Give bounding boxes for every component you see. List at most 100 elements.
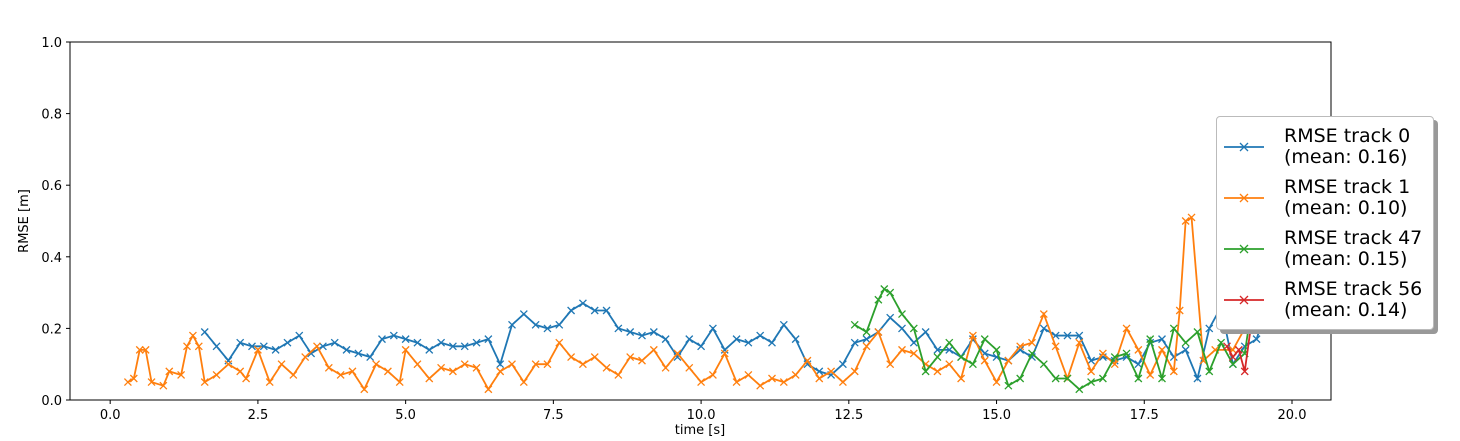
marker (850, 367, 859, 376)
marker (1223, 342, 1231, 351)
marker (1181, 345, 1190, 354)
marker (1122, 349, 1131, 358)
series (1223, 324, 1255, 376)
marker (1087, 367, 1096, 376)
marker (1087, 378, 1096, 387)
marker (348, 367, 357, 376)
marker (372, 360, 381, 369)
marker (921, 367, 930, 376)
marker (395, 378, 404, 387)
marker (1228, 353, 1237, 361)
marker (886, 288, 895, 297)
marker (1181, 338, 1190, 347)
marker (1063, 374, 1072, 383)
marker (224, 360, 233, 369)
legend-label: RMSE track 56 (mean: 0.14) (1284, 277, 1423, 321)
x-tick-label: 0.0 (100, 408, 121, 423)
marker (1051, 374, 1060, 383)
legend-entry: RMSE track 1 (mean: 0.10) (1217, 172, 1433, 223)
marker (638, 356, 646, 365)
marker (1039, 360, 1048, 369)
marker (649, 328, 658, 336)
marker (413, 338, 422, 347)
marker (874, 328, 883, 336)
marker (838, 378, 847, 387)
marker (1239, 193, 1249, 202)
legend-swatch (1224, 142, 1264, 151)
y-axis-label: RMSE [m] (17, 189, 32, 253)
marker (437, 363, 446, 372)
marker (933, 353, 942, 361)
marker (768, 374, 776, 383)
marker (236, 338, 245, 347)
marker (1240, 367, 1249, 376)
marker (508, 360, 516, 369)
marker (862, 335, 871, 344)
marker (1087, 356, 1096, 365)
marker (1187, 213, 1196, 222)
marker (313, 342, 321, 351)
x-tick-label: 10.0 (687, 408, 716, 423)
marker (673, 353, 682, 361)
marker (673, 349, 682, 358)
marker (1004, 356, 1013, 365)
marker (265, 378, 274, 387)
marker (555, 338, 564, 347)
legend-label: RMSE track 0 (mean: 0.16) (1284, 124, 1411, 168)
marker (484, 385, 493, 394)
marker (945, 338, 954, 347)
marker (1217, 338, 1226, 347)
marker (945, 360, 954, 369)
marker (242, 374, 251, 383)
marker (194, 342, 203, 351)
marker (779, 378, 788, 387)
marker (626, 353, 635, 361)
marker (336, 370, 345, 379)
marker (1134, 360, 1143, 369)
y-tick-label: 0.4 (41, 251, 62, 266)
marker (1252, 335, 1261, 344)
marker (1239, 244, 1249, 253)
marker (1028, 349, 1036, 358)
marker (1205, 324, 1214, 333)
marker (980, 335, 989, 344)
marker (1134, 374, 1143, 383)
marker (649, 345, 658, 354)
marker (1075, 331, 1084, 340)
marker (1122, 324, 1131, 333)
marker (271, 345, 280, 354)
marker (720, 345, 729, 354)
marker (756, 331, 765, 340)
legend-swatch (1224, 244, 1264, 253)
marker (708, 370, 717, 379)
y-tick-label: 0.2 (41, 322, 62, 337)
marker (791, 370, 800, 379)
marker (1169, 324, 1178, 333)
marker (1146, 370, 1155, 379)
marker (827, 367, 836, 376)
marker (177, 370, 186, 379)
marker (768, 338, 776, 347)
marker (123, 378, 132, 387)
legend-label: RMSE track 47 (mean: 0.15) (1284, 226, 1423, 270)
marker (685, 363, 694, 372)
marker (815, 374, 824, 383)
marker (307, 349, 316, 358)
marker (909, 349, 918, 358)
marker (661, 363, 670, 372)
marker (129, 374, 138, 383)
marker (614, 324, 623, 333)
marker (756, 381, 765, 390)
marker (236, 367, 245, 376)
marker (697, 342, 706, 351)
series-line (127, 215, 1252, 392)
marker (472, 338, 481, 347)
marker (472, 363, 481, 372)
marker (1239, 142, 1249, 151)
marker (519, 310, 528, 319)
marker (366, 353, 375, 361)
marker (354, 349, 363, 358)
x-tick-label: 15.0 (982, 408, 1011, 423)
marker (602, 306, 611, 315)
